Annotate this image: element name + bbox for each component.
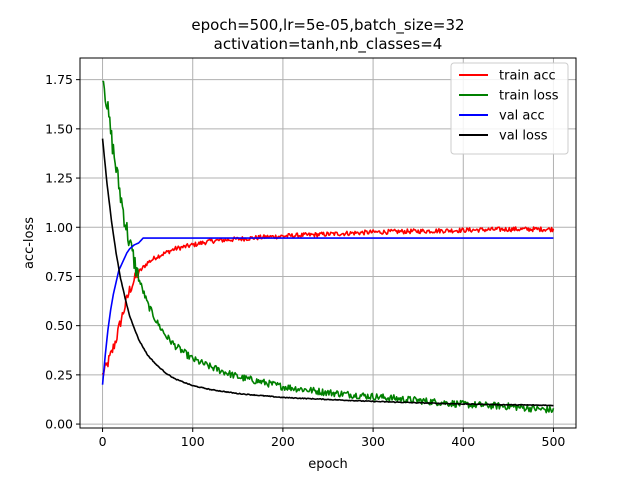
y-tick-label: 1.50: [45, 121, 73, 136]
series-layer: [101, 80, 555, 414]
x-tick-label: 400: [451, 434, 475, 449]
x-tick-label: 500: [542, 434, 566, 449]
series-line-val-loss: [101, 138, 554, 407]
y-tick-label: 1.00: [45, 220, 73, 235]
legend-label: train loss: [499, 89, 559, 104]
chart-title-line-2: activation=tanh,nb_classes=4: [214, 35, 443, 54]
x-tick-label: 200: [271, 434, 295, 449]
legend-box: [450, 62, 569, 155]
y-tick-label: 0.50: [45, 318, 73, 333]
series-line-val-acc: [101, 237, 554, 385]
x-tick-label: 0: [99, 434, 107, 449]
y-tick-label: 0.25: [45, 367, 73, 382]
y-tick-label: 1.75: [45, 72, 73, 87]
chart-title-line-1: epoch=500,lr=5e-05,batch_size=32: [191, 16, 464, 35]
legend-label: train acc: [499, 69, 556, 84]
y-tick-label: 0.00: [45, 417, 73, 432]
x-axis-label: epoch: [308, 457, 348, 472]
legend: train acc train loss val acc val loss: [450, 62, 569, 155]
y-axis-label: acc-loss: [22, 217, 37, 269]
ticks: 0 100 200 300 400 500 0.00 0.25 0.50 0.75 1.00 1.25…: [45, 72, 565, 449]
legend-label: val acc: [499, 109, 545, 124]
x-tick-label: 300: [361, 434, 385, 449]
plot-frame: [79, 57, 577, 429]
legend-label: val loss: [499, 129, 548, 144]
y-tick-label: 0.75: [45, 269, 73, 284]
y-tick-label: 1.25: [45, 171, 73, 186]
series-line-train-acc: [101, 226, 555, 377]
x-tick-label: 100: [181, 434, 205, 449]
